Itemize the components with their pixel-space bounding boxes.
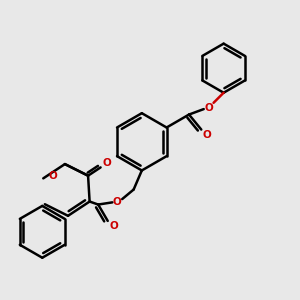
Text: O: O [110,221,118,231]
Text: O: O [48,171,57,181]
Text: O: O [103,158,111,168]
Text: O: O [113,197,122,207]
Text: O: O [203,130,212,140]
Text: O: O [204,103,213,113]
